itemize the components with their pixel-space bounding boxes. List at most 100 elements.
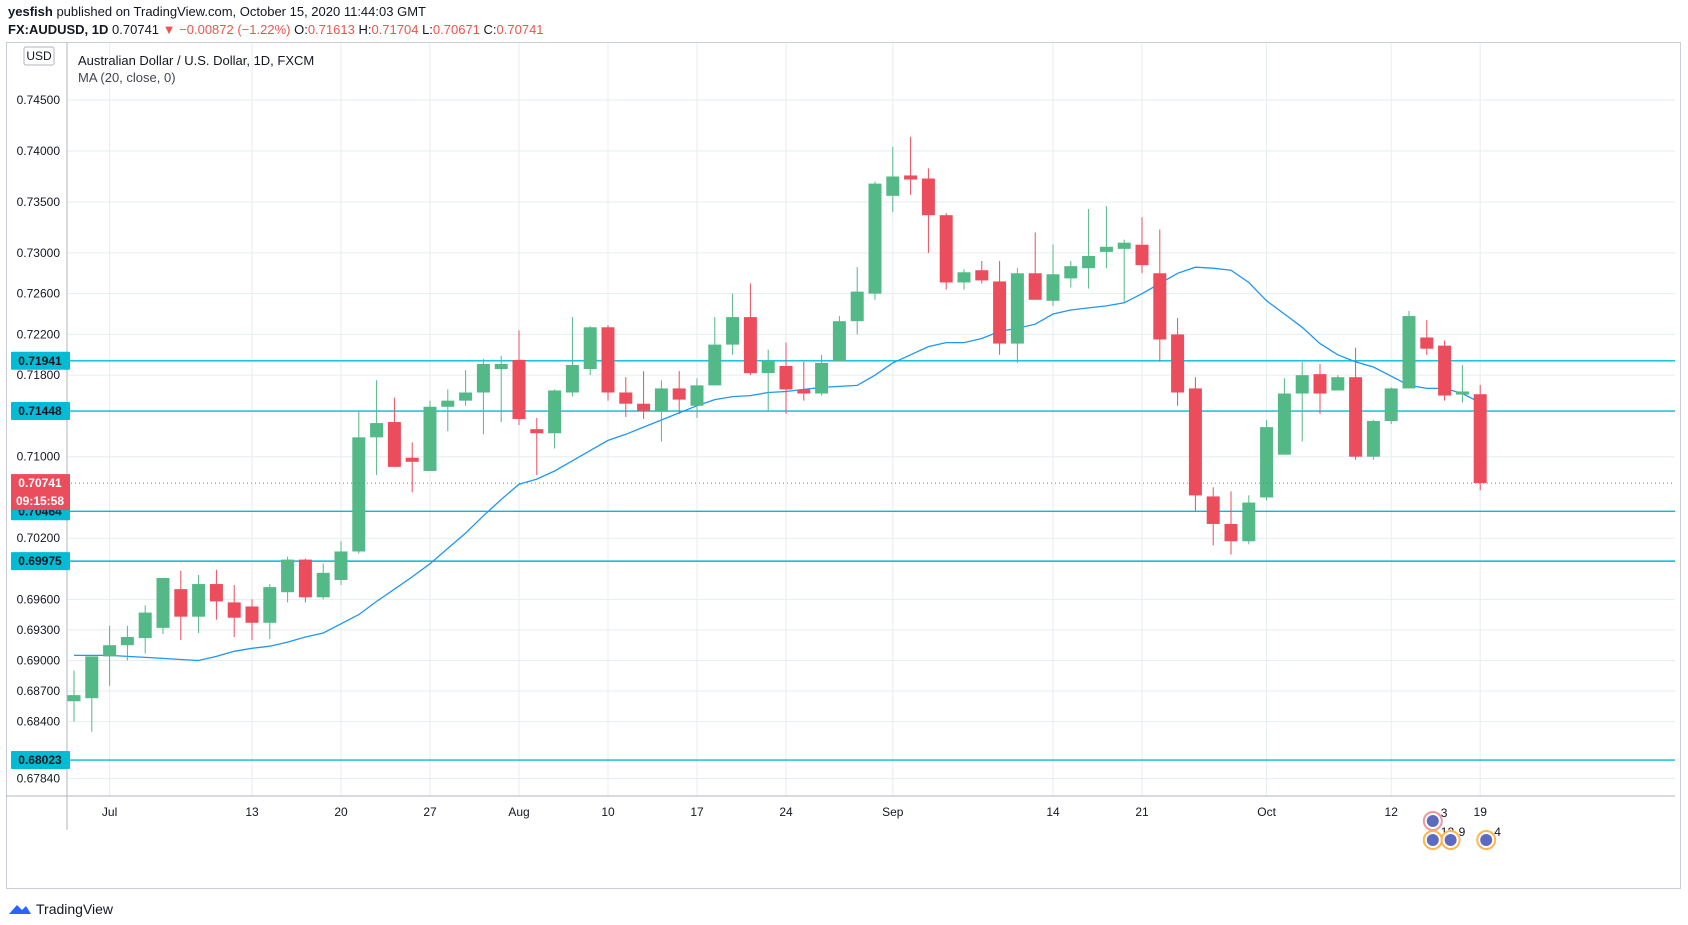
- y-tick-label: 0.71000: [17, 450, 61, 464]
- candle-body: [637, 403, 651, 411]
- candle-body: [494, 363, 508, 370]
- candle-body: [993, 281, 1007, 344]
- candle-body: [334, 551, 348, 580]
- horizontal-line-label: 0.71941: [18, 354, 62, 368]
- candle-body: [459, 392, 473, 401]
- candle-body: [174, 589, 188, 617]
- x-tick-label: Sep: [882, 805, 904, 819]
- low-label: L:: [422, 22, 433, 37]
- candle-body: [743, 317, 757, 374]
- last-price-label: 0.70741: [18, 476, 62, 490]
- ohlc-bar: FX:AUDUSD, 1D 0.70741 ▼ −0.00872 (−1.22%…: [8, 22, 544, 38]
- grid-lines: [67, 43, 1675, 796]
- tradingview-logo-icon: [9, 905, 31, 914]
- candle-body: [370, 423, 384, 438]
- horizontal-line-tag: [11, 351, 70, 370]
- candles: [67, 136, 1487, 732]
- price-axis-ticks: 0.74500 0.74000 0.73500 0.73000 0.72600 0.722…: [17, 93, 61, 786]
- candle-body: [797, 389, 811, 394]
- last-price-tag: [11, 474, 70, 511]
- high-label: H:: [358, 22, 372, 37]
- candle-body: [441, 400, 455, 407]
- y-tick-label: 0.74500: [17, 93, 61, 107]
- y-tick-label: 0.69600: [17, 592, 61, 606]
- candle-body: [405, 457, 419, 462]
- x-tick-label: 24: [779, 805, 793, 819]
- tradingview-footer[interactable]: TradingView: [8, 898, 113, 920]
- close-label: C:: [483, 22, 497, 37]
- publish-info: yesfish published on TradingView.com, Oc…: [8, 4, 426, 20]
- low-value: 0.70671: [432, 22, 480, 37]
- x-tick-label: 19: [1474, 805, 1488, 819]
- candle-body: [67, 695, 81, 702]
- candle-body: [1028, 273, 1042, 300]
- close-value: 0.70741: [496, 22, 544, 37]
- candle-body: [1313, 374, 1327, 394]
- candle-body: [1384, 388, 1398, 422]
- y-tick-label: 0.71800: [17, 368, 61, 382]
- event-count: 3: [1441, 806, 1448, 820]
- event-count: 4: [1494, 825, 1501, 839]
- horizontal-line-tag: [11, 751, 70, 770]
- candle-body: [850, 291, 864, 322]
- candle-body: [565, 364, 579, 393]
- candle-body: [886, 176, 900, 196]
- candle-body: [530, 429, 544, 434]
- legend-title: Australian Dollar / U.S. Dollar, 1D, FXC…: [78, 53, 315, 68]
- candle-body: [103, 645, 117, 657]
- candle-body: [868, 183, 882, 294]
- candle-body: [708, 344, 722, 386]
- candle-body: [1224, 523, 1238, 542]
- candle-body: [1420, 337, 1434, 349]
- x-tick-label: 21: [1135, 805, 1149, 819]
- y-tick-label: 0.68700: [17, 684, 61, 698]
- candle-body: [298, 559, 312, 598]
- candle-body: [85, 656, 99, 699]
- candle-body: [583, 327, 597, 370]
- x-tick-label: 12: [1385, 805, 1399, 819]
- y-tick-label: 0.68400: [17, 715, 61, 729]
- x-tick-label: 20: [334, 805, 348, 819]
- y-tick-label: 0.72200: [17, 327, 61, 341]
- x-tick-label: Jul: [102, 805, 117, 819]
- candle-body: [1366, 421, 1380, 457]
- candle-body: [387, 422, 401, 467]
- candle-body: [1064, 266, 1078, 279]
- candle-body: [1046, 274, 1060, 301]
- open-label: O:: [294, 22, 308, 37]
- candle-body: [1349, 377, 1363, 457]
- candle-body: [1331, 377, 1345, 391]
- candle-body: [654, 388, 668, 411]
- horizontal-line-label: 0.71448: [18, 404, 62, 418]
- candle-body: [904, 175, 918, 180]
- horizontal-line-label: 0.68023: [18, 753, 62, 767]
- candle-body: [672, 388, 686, 400]
- x-tick-label: 27: [423, 805, 437, 819]
- y-tick-label: 0.67840: [17, 772, 61, 786]
- candle-body: [1402, 316, 1416, 389]
- candle-body: [423, 406, 437, 471]
- candle-body: [1099, 246, 1113, 252]
- candle-body: [601, 327, 615, 393]
- ma-line: [74, 266, 1481, 662]
- down-arrow-icon: ▼: [162, 22, 176, 37]
- open-value: 0.71613: [307, 22, 355, 37]
- author-name[interactable]: yesfish: [8, 4, 53, 19]
- candle-body: [512, 359, 526, 419]
- candle-body: [281, 559, 295, 593]
- price-change: −0.00872 (−1.22%): [179, 22, 291, 37]
- candle-body: [138, 612, 152, 639]
- candle-body: [1082, 255, 1096, 269]
- candle-body: [1277, 393, 1291, 455]
- candle-body: [1438, 345, 1452, 396]
- legend-ma[interactable]: MA (20, close, 0): [78, 70, 176, 85]
- candle-body: [1473, 394, 1487, 484]
- candle-body: [156, 577, 170, 628]
- horizontal-line-label: 0.69975: [18, 554, 62, 568]
- x-tick-label: 10: [601, 805, 615, 819]
- candle-body: [690, 385, 704, 406]
- candle-body: [209, 584, 223, 602]
- x-tick-label: 14: [1046, 805, 1060, 819]
